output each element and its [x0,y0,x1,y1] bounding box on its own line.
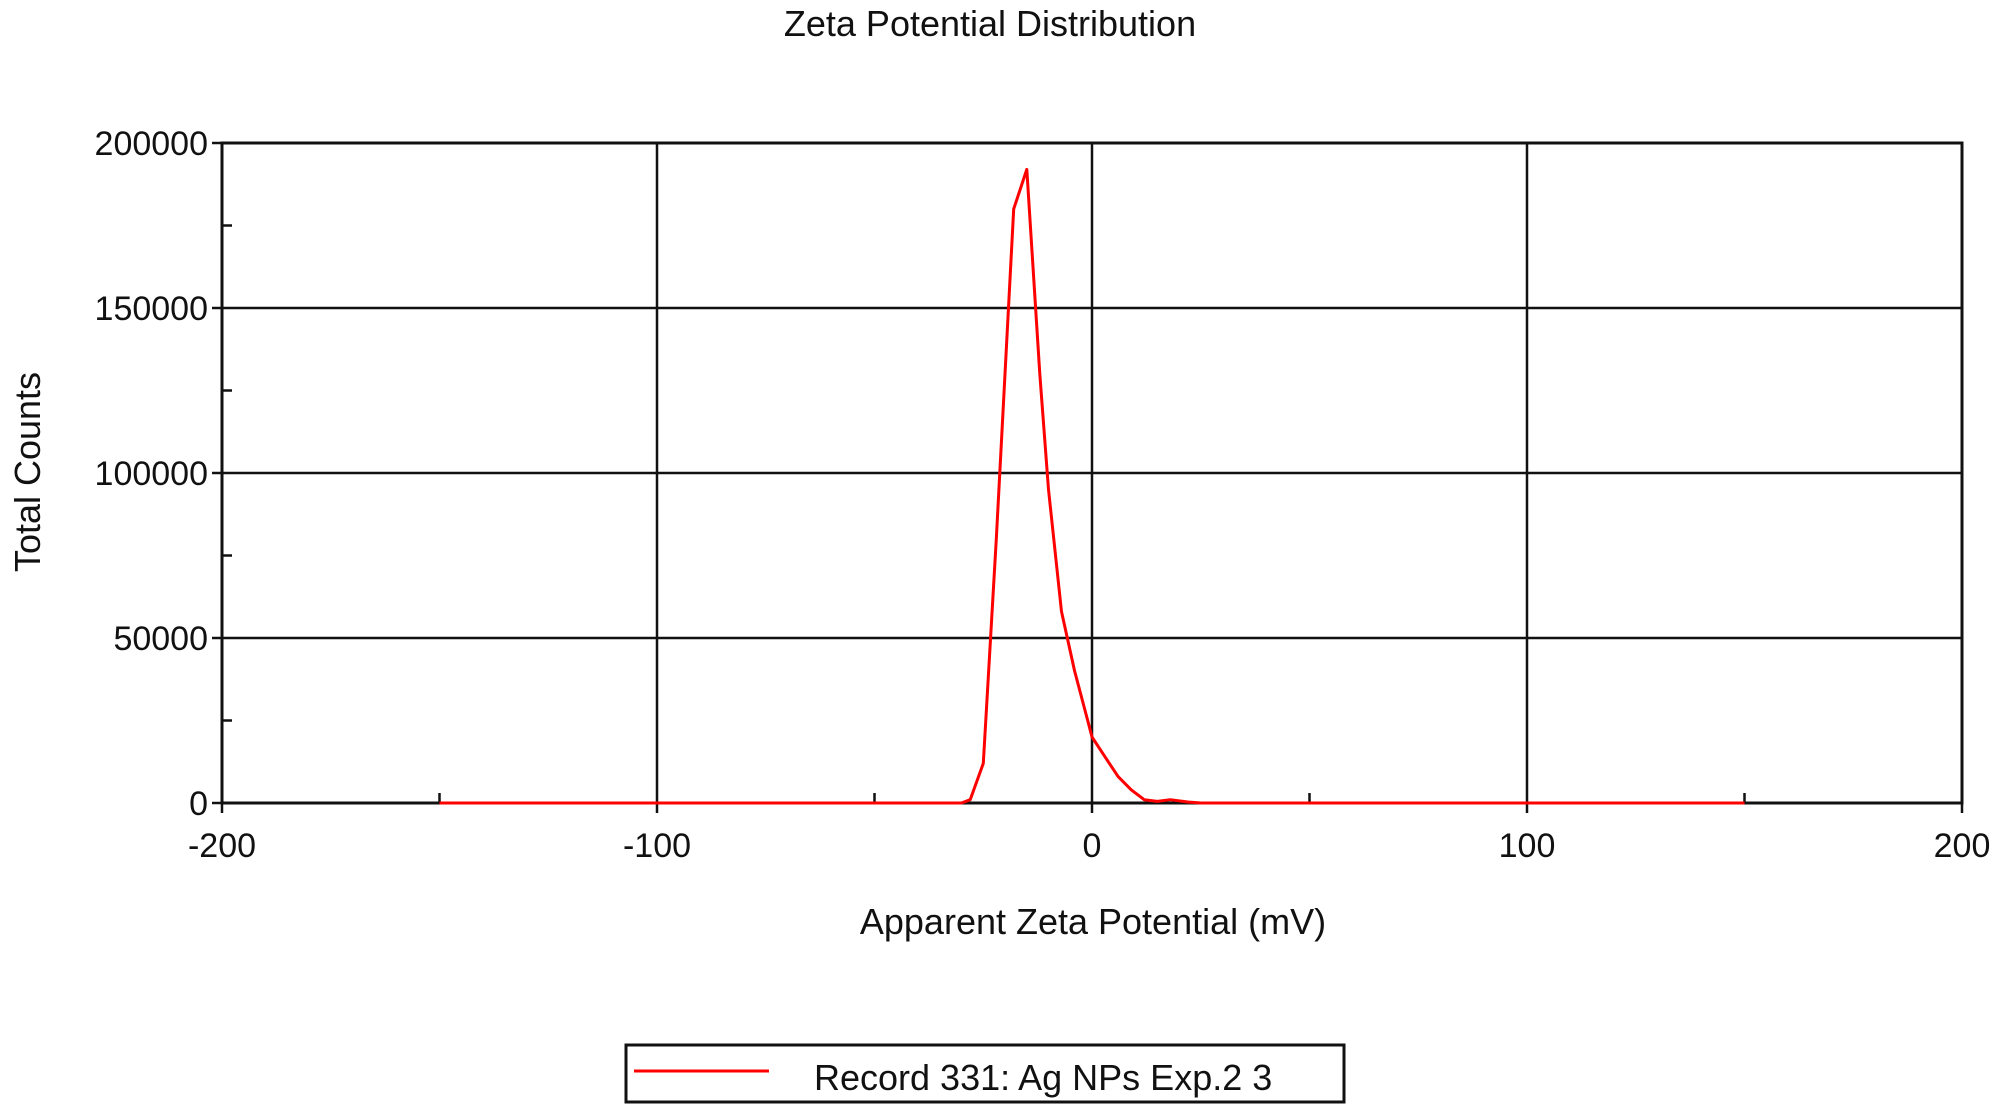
series-layer [439,167,1745,805]
minor-ticks [222,224,1746,803]
y-tick-label: 100000 [95,455,208,493]
legend-label-record-331: Record 331: Ag NPs Exp.2 3 [814,1057,1272,1098]
x-tick-label: 100 [1499,827,1556,865]
grid-lines [222,143,1962,803]
y-axis-label: Total Counts [7,372,48,572]
x-tick-label: -200 [188,827,256,865]
x-tick-label: 200 [1934,827,1991,865]
legend: Record 331: Ag NPs Exp.2 3 [624,1043,1346,1104]
y-tick-label: 150000 [95,290,208,328]
y-axis-ticks: 0 50000 100000 150000 200000 [95,125,222,823]
x-axis-ticks: -200 -100 0 100 200 [188,803,1990,865]
x-tick-label: -100 [623,827,691,865]
chart-title: Zeta Potential Distribution [784,3,1196,44]
y-tick-label: 200000 [95,125,208,163]
series-line-record-331 [439,167,1745,805]
x-axis-label: Apparent Zeta Potential (mV) [860,901,1326,942]
x-tick-label: 0 [1083,827,1102,865]
y-tick-label: 50000 [113,620,208,658]
legend-box [624,1043,1346,1104]
y-tick-label: 0 [189,785,208,823]
